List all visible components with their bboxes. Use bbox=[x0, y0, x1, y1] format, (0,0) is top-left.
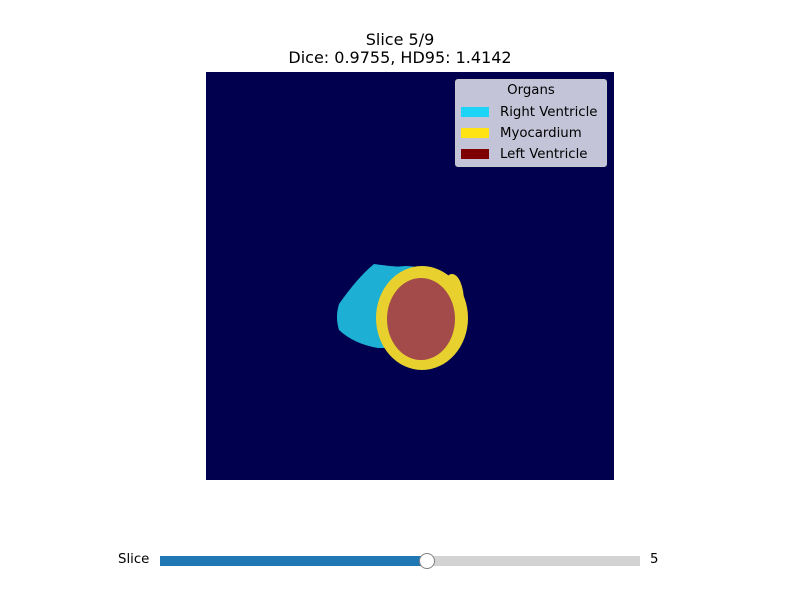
legend: Organs Right Ventricle Myocardium Left V… bbox=[455, 79, 607, 167]
slider-handle[interactable] bbox=[419, 553, 435, 569]
legend-label-left-ventricle: Left Ventricle bbox=[500, 146, 588, 162]
slider-fill bbox=[160, 556, 427, 566]
legend-label-right-ventricle: Right Ventricle bbox=[500, 104, 598, 120]
figure-title: Slice 5/9 bbox=[365, 30, 435, 49]
legend-swatch-left-ventricle bbox=[461, 149, 489, 159]
legend-entry-myocardium: Myocardium bbox=[461, 124, 582, 142]
legend-title: Organs bbox=[507, 83, 555, 98]
legend-swatch-right-ventricle bbox=[461, 107, 489, 117]
legend-entry-right-ventricle: Right Ventricle bbox=[461, 103, 597, 121]
segmentation-image: Organs Right Ventricle Myocardium Left V… bbox=[206, 72, 614, 480]
left-ventricle-region bbox=[387, 278, 455, 360]
slider-label: Slice bbox=[118, 552, 150, 567]
figure-subtitle: Dice: 0.9755, HD95: 1.4142 bbox=[288, 48, 512, 67]
legend-label-myocardium: Myocardium bbox=[500, 125, 582, 141]
legend-entry-left-ventricle: Left Ventricle bbox=[461, 145, 587, 163]
legend-swatch-myocardium bbox=[461, 128, 489, 138]
slice-slider[interactable] bbox=[160, 553, 640, 569]
slider-value: 5 bbox=[650, 552, 659, 567]
